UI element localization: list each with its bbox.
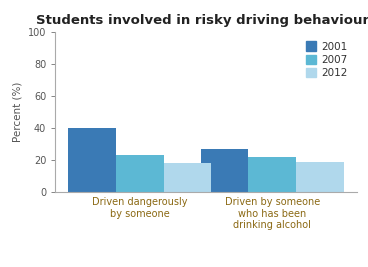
Title: Students involved in risky driving behaviours: Students involved in risky driving behav… [36, 14, 368, 27]
Bar [116, 155, 164, 192]
Legend: 2001, 2007, 2012: 2001, 2007, 2012 [301, 37, 352, 83]
Bar [248, 157, 296, 192]
Bar [164, 163, 211, 192]
Bar [201, 149, 248, 192]
Y-axis label: Percent (%): Percent (%) [12, 82, 22, 142]
Bar [68, 128, 116, 192]
Bar [296, 162, 344, 192]
